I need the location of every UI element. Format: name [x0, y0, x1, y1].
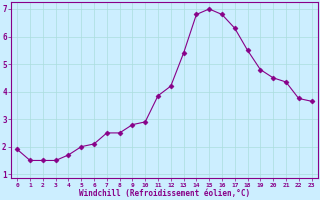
X-axis label: Windchill (Refroidissement éolien,°C): Windchill (Refroidissement éolien,°C)	[79, 189, 250, 198]
